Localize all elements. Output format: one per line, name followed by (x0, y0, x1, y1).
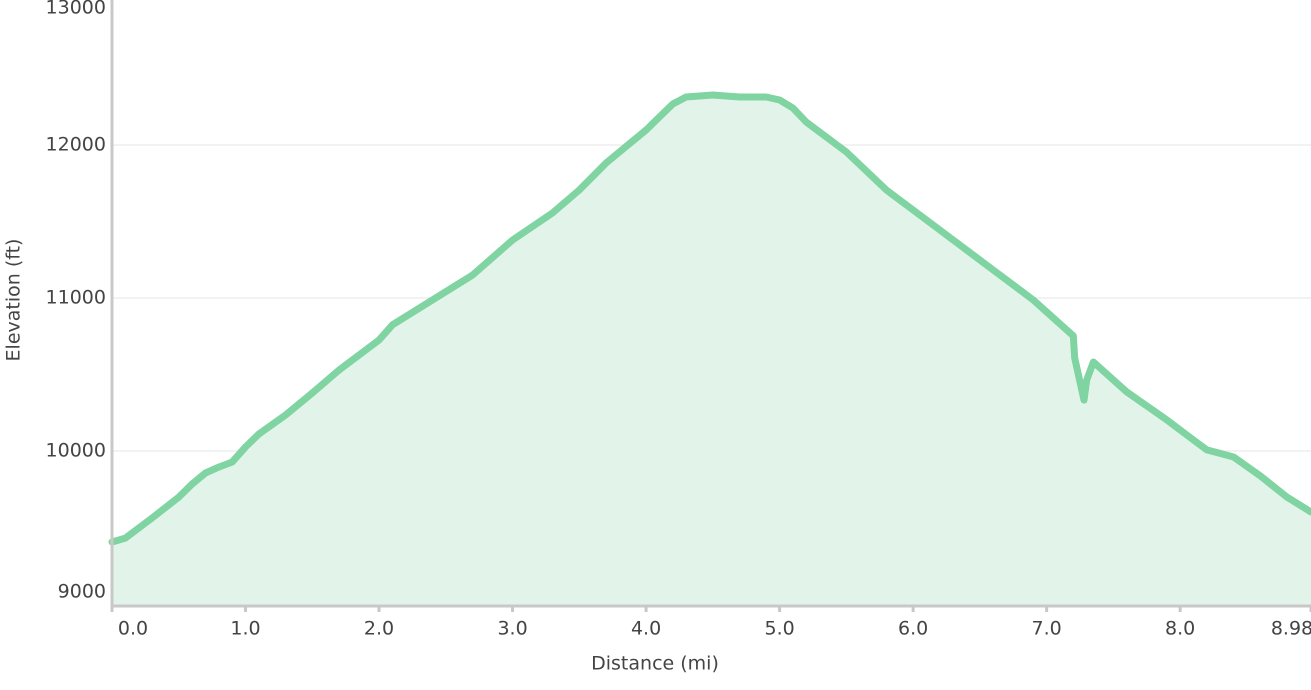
elevation-line (108, 91, 1311, 546)
x-tick-label: 0.0 (118, 618, 148, 640)
x-tick-label: 8.98 (1271, 618, 1311, 640)
x-tick-label: 1.0 (230, 618, 260, 640)
y-tick-label: 13000 (46, 0, 106, 19)
x-tick-label: 2.0 (364, 618, 394, 640)
x-axis-label: Distance (mi) (591, 653, 719, 675)
x-tick-label: 5.0 (764, 618, 794, 640)
y-tick-label: 11000 (46, 287, 106, 309)
x-tick-label: 7.0 (1032, 618, 1062, 640)
x-tick-label: 6.0 (898, 618, 928, 640)
y-tick-label: 12000 (46, 134, 106, 156)
area-fill (112, 95, 1311, 604)
x-tick-label: 3.0 (497, 618, 527, 640)
y-tick-label: 9000 (58, 581, 106, 603)
x-tick-label: 8.0 (1165, 618, 1195, 640)
y-axis-label: Elevation (ft) (3, 239, 25, 362)
x-tick-label: 4.0 (631, 618, 661, 640)
y-tick-label: 10000 (46, 440, 106, 462)
